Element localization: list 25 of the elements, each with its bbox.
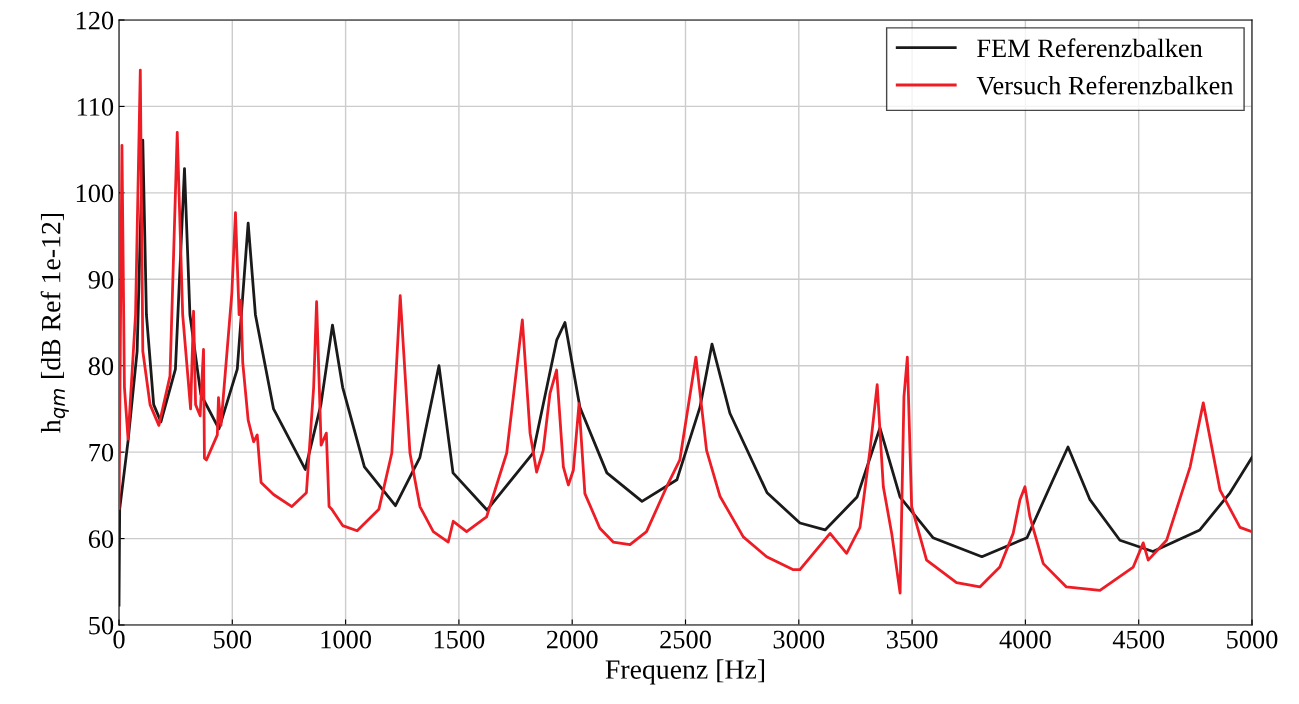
y-tick-label: 120 bbox=[76, 11, 114, 30]
x-tick-label: 0 bbox=[113, 630, 125, 649]
x-tick-label: 3000 bbox=[773, 630, 825, 649]
x-tick-label: 4000 bbox=[999, 630, 1051, 649]
x-tick-label: 2500 bbox=[660, 630, 711, 649]
x-tick-label: 1000 bbox=[321, 630, 371, 649]
y-tick-label: 70 bbox=[89, 443, 114, 462]
y-tick-label: 90 bbox=[88, 270, 114, 289]
x-axis-title: Frequenz [Hz] bbox=[605, 659, 765, 685]
x-tick-label: 500 bbox=[214, 630, 252, 649]
y-tick-label: 80 bbox=[88, 357, 114, 376]
x-tick-label: 1500 bbox=[434, 630, 485, 649]
y-tick-label: 60 bbox=[88, 530, 114, 548]
y-tick-label: 110 bbox=[77, 98, 114, 116]
x-tick-label: 3500 bbox=[886, 630, 938, 649]
x-tick-label: 2000 bbox=[546, 630, 598, 649]
line-series bbox=[119, 68, 1252, 595]
y-axis-title: h$_{qm}$ [dB Ref 1e-12] bbox=[40, 213, 69, 433]
line-series bbox=[119, 138, 1252, 607]
x-tick-label: 5000 bbox=[1227, 630, 1278, 649]
y-tick-label: 50 bbox=[89, 616, 114, 635]
legend-label: Versuch Referenzbalken bbox=[976, 75, 1234, 95]
legend-label: FEM Referenzbalken bbox=[977, 38, 1203, 58]
y-tick-label: 100 bbox=[76, 184, 114, 203]
x-tick-label: 4500 bbox=[1112, 630, 1165, 649]
